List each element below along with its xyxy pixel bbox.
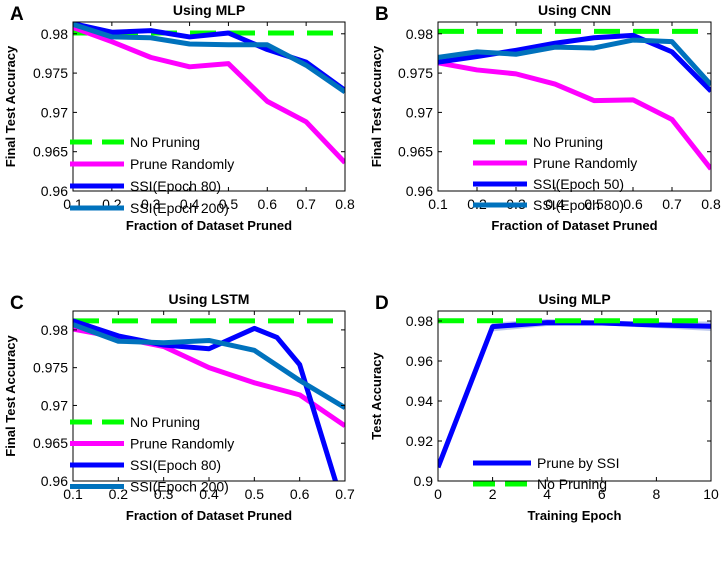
x-tick-label: 0.5 [219, 196, 239, 212]
chart-title: Using MLP [538, 291, 610, 307]
series-line-3 [73, 22, 345, 95]
legend: No Pruning Prune Randomly SSI(Epoch 80) SSI… [70, 414, 234, 495]
legend-label: No Pruning [537, 476, 607, 492]
legend-label: Prune Randomly [130, 436, 234, 452]
panel-letter: A [10, 4, 24, 25]
y-tick-label: 0.975 [33, 65, 68, 81]
legend-label: SSI(Epoch 80) [130, 178, 221, 194]
series-line-2 [73, 318, 339, 481]
legend-label: Prune by SSI [537, 455, 620, 471]
panel-letter: C [10, 293, 24, 314]
y-tick-label: 0.975 [33, 360, 68, 376]
y-tick-label: 0.92 [406, 433, 433, 449]
series-line-1 [73, 25, 345, 165]
series-line-0 [438, 320, 711, 469]
x-tick-label: 0.4 [199, 486, 219, 502]
legend-label: No Pruning [533, 134, 603, 150]
panel-d: D Using MLP 0 2 4 6 8 10 0.9 0.92 0.94 0.96 0.98 Trai… [369, 291, 719, 523]
y-tick-label: 0.98 [41, 26, 68, 42]
y-tick-label: 0.98 [41, 322, 68, 338]
y-tick-label: 0.98 [406, 313, 433, 329]
error-band [438, 319, 711, 468]
x-tick-label: 0.4 [180, 196, 200, 212]
series-line-1 [438, 60, 711, 171]
x-tick-label: 0.3 [154, 486, 174, 502]
plot-frame [437, 21, 712, 192]
legend-label: Prune Randomly [130, 156, 234, 172]
y-axis-label: Test Accuracy [369, 352, 384, 440]
x-tick-label: 0.8 [701, 196, 721, 212]
y-tick-label: 0.97 [41, 397, 68, 413]
y-tick-label: 0.96 [406, 353, 433, 369]
y-axis-label: Final Test Accuracy [3, 45, 18, 167]
series-line-2 [73, 22, 345, 93]
y-tick-label: 0.96 [41, 473, 68, 489]
legend: No Pruning Prune Randomly SSI(Epoch 50) SSI… [473, 134, 637, 213]
y-tick-label: 0.965 [33, 435, 68, 451]
x-tick-label: 0.5 [584, 196, 604, 212]
y-tick-label: 0.94 [406, 393, 433, 409]
y-tick-label: 0.965 [33, 144, 68, 160]
panel-letter: D [375, 293, 389, 314]
legend-label: SSI(Epoch 50) [533, 176, 624, 192]
legend-label: SSI(Epoch 200) [130, 200, 229, 216]
y-tick-label: 0.98 [406, 26, 433, 42]
x-tick-label: 0.1 [428, 196, 448, 212]
x-tick-label: 0.3 [141, 196, 161, 212]
x-tick-label: 0 [434, 486, 442, 502]
legend: Prune by SSI No Pruning [473, 455, 620, 492]
x-tick-label: 2 [489, 486, 497, 502]
y-tick-label: 0.96 [406, 183, 433, 199]
chart-title: Using CNN [538, 2, 611, 18]
legend-label: No Pruning [130, 134, 200, 150]
x-tick-label: 0.6 [290, 486, 310, 502]
x-axis-label: Fraction of Dataset Pruned [126, 508, 292, 523]
y-tick-label: 0.97 [41, 104, 68, 120]
x-tick-label: 0.8 [335, 196, 355, 212]
x-tick-label: 0.7 [335, 486, 355, 502]
x-tick-label: 8 [653, 486, 661, 502]
chart-title: Using LSTM [169, 291, 250, 307]
x-tick-label: 0.7 [662, 196, 682, 212]
x-tick-label: 0.6 [623, 196, 643, 212]
x-tick-label: 6 [598, 486, 606, 502]
y-tick-label: 0.96 [41, 183, 68, 199]
x-tick-label: 0.1 [63, 486, 83, 502]
x-tick-label: 4 [543, 486, 551, 502]
legend-label: SSI(Epoch 80) [533, 197, 624, 213]
x-tick-label: 0.7 [296, 196, 316, 212]
x-axis-label: Fraction of Dataset Pruned [126, 218, 292, 233]
plot-frame [72, 21, 346, 192]
legend-label: No Pruning [130, 414, 200, 430]
y-axis-label: Final Test Accuracy [3, 335, 18, 457]
y-tick-label: 0.975 [398, 65, 433, 81]
x-axis-label: Fraction of Dataset Pruned [491, 218, 657, 233]
x-tick-label: 0.5 [245, 486, 265, 502]
x-tick-label: 0.2 [109, 486, 129, 502]
x-axis-label: Training Epoch [528, 508, 622, 523]
legend-label: Prune Randomly [533, 155, 637, 171]
x-tick-label: 0.6 [258, 196, 278, 212]
y-axis-label: Final Test Accuracy [369, 45, 384, 167]
series-line-2 [438, 32, 711, 93]
legend-label: SSI(Epoch 80) [130, 457, 221, 473]
series-line-3 [438, 37, 711, 87]
panel-letter: B [375, 4, 389, 25]
legend-label: SSI(Epoch 200) [130, 479, 229, 495]
x-tick-label: 0.4 [545, 196, 565, 212]
chart-title: Using MLP [173, 2, 245, 18]
x-tick-label: 10 [703, 486, 719, 502]
plot-frame [437, 310, 712, 482]
y-tick-label: 0.97 [406, 104, 433, 120]
series-line-3 [73, 322, 345, 410]
y-tick-label: 0.9 [414, 473, 434, 489]
y-tick-label: 0.965 [398, 144, 433, 160]
panel-c: C Using LSTM 0.1 0.2 0.3 0.4 0.5 0.6 0.7 0.96 0.96… [3, 291, 355, 523]
legend: No Pruning Prune Randomly SSI(Epoch 80) SSI… [70, 134, 234, 216]
